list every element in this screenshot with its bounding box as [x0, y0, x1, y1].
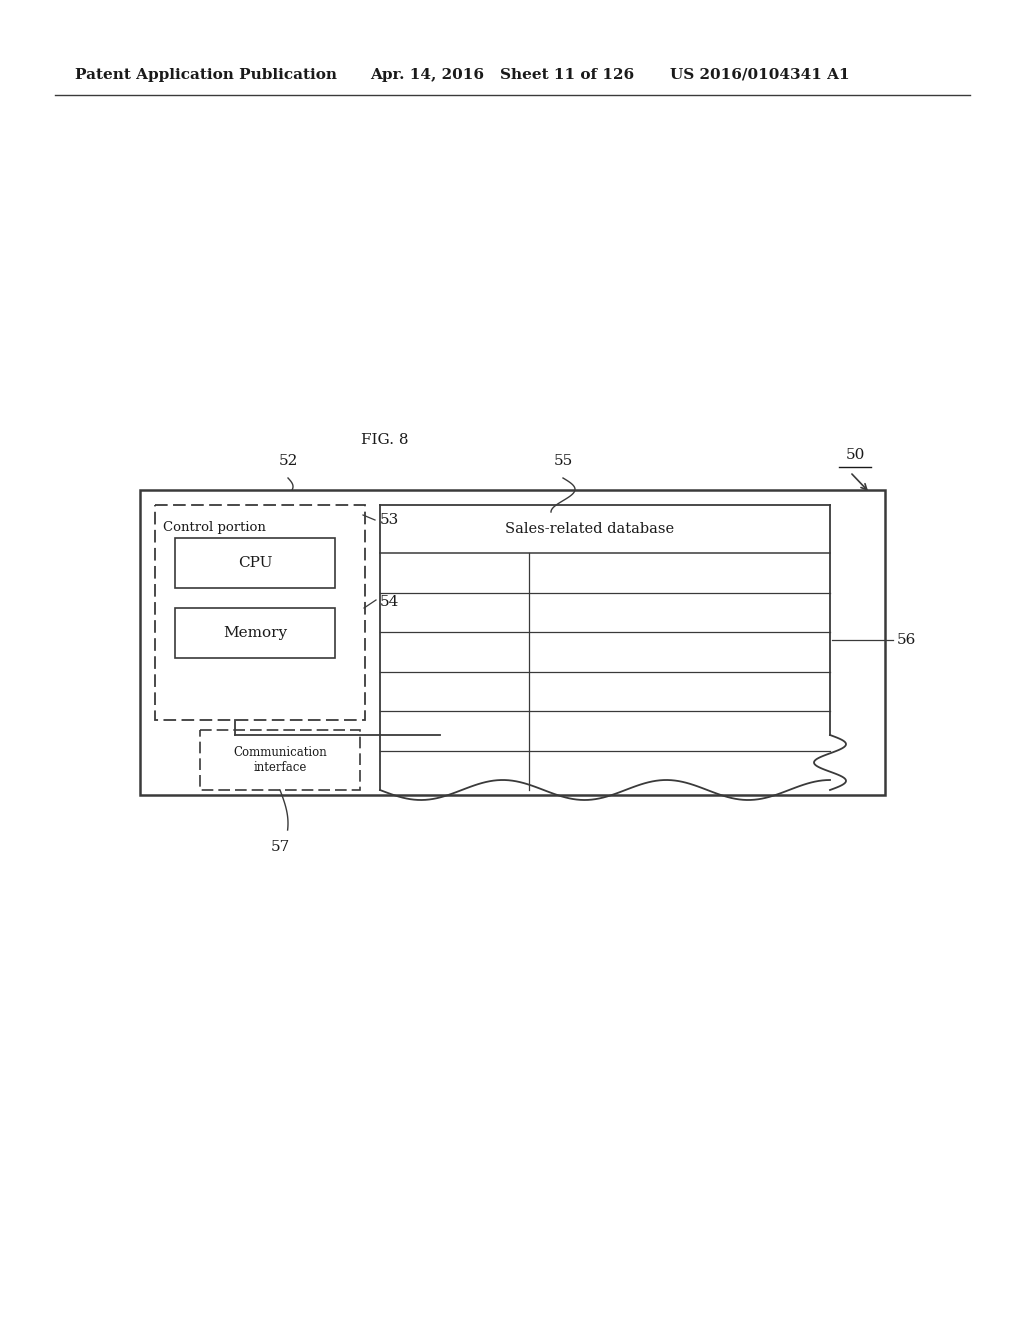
Text: CPU: CPU [238, 556, 272, 570]
Text: 55: 55 [553, 454, 572, 469]
Text: Memory: Memory [223, 626, 287, 640]
Bar [155, 506, 365, 719]
Text: Communication
interface: Communication interface [233, 746, 327, 774]
Text: Patent Application Publication: Patent Application Publication [75, 69, 337, 82]
Text: FIG. 8: FIG. 8 [361, 433, 409, 447]
Text: Sales-related database: Sales-related database [506, 521, 675, 536]
Text: 54: 54 [380, 595, 399, 609]
Text: Sheet 11 of 126: Sheet 11 of 126 [500, 69, 634, 82]
Text: US 2016/0104341 A1: US 2016/0104341 A1 [670, 69, 850, 82]
Text: Control portion: Control portion [163, 521, 266, 535]
Bar [175, 539, 335, 587]
Text: 57: 57 [270, 840, 290, 854]
Text: 56: 56 [897, 634, 916, 647]
Text: Apr. 14, 2016: Apr. 14, 2016 [370, 69, 484, 82]
Bar [140, 490, 885, 795]
Bar [175, 609, 335, 657]
Text: 50: 50 [846, 447, 864, 462]
Bar [200, 730, 360, 789]
Text: 52: 52 [279, 454, 298, 469]
Text: 53: 53 [380, 513, 399, 527]
